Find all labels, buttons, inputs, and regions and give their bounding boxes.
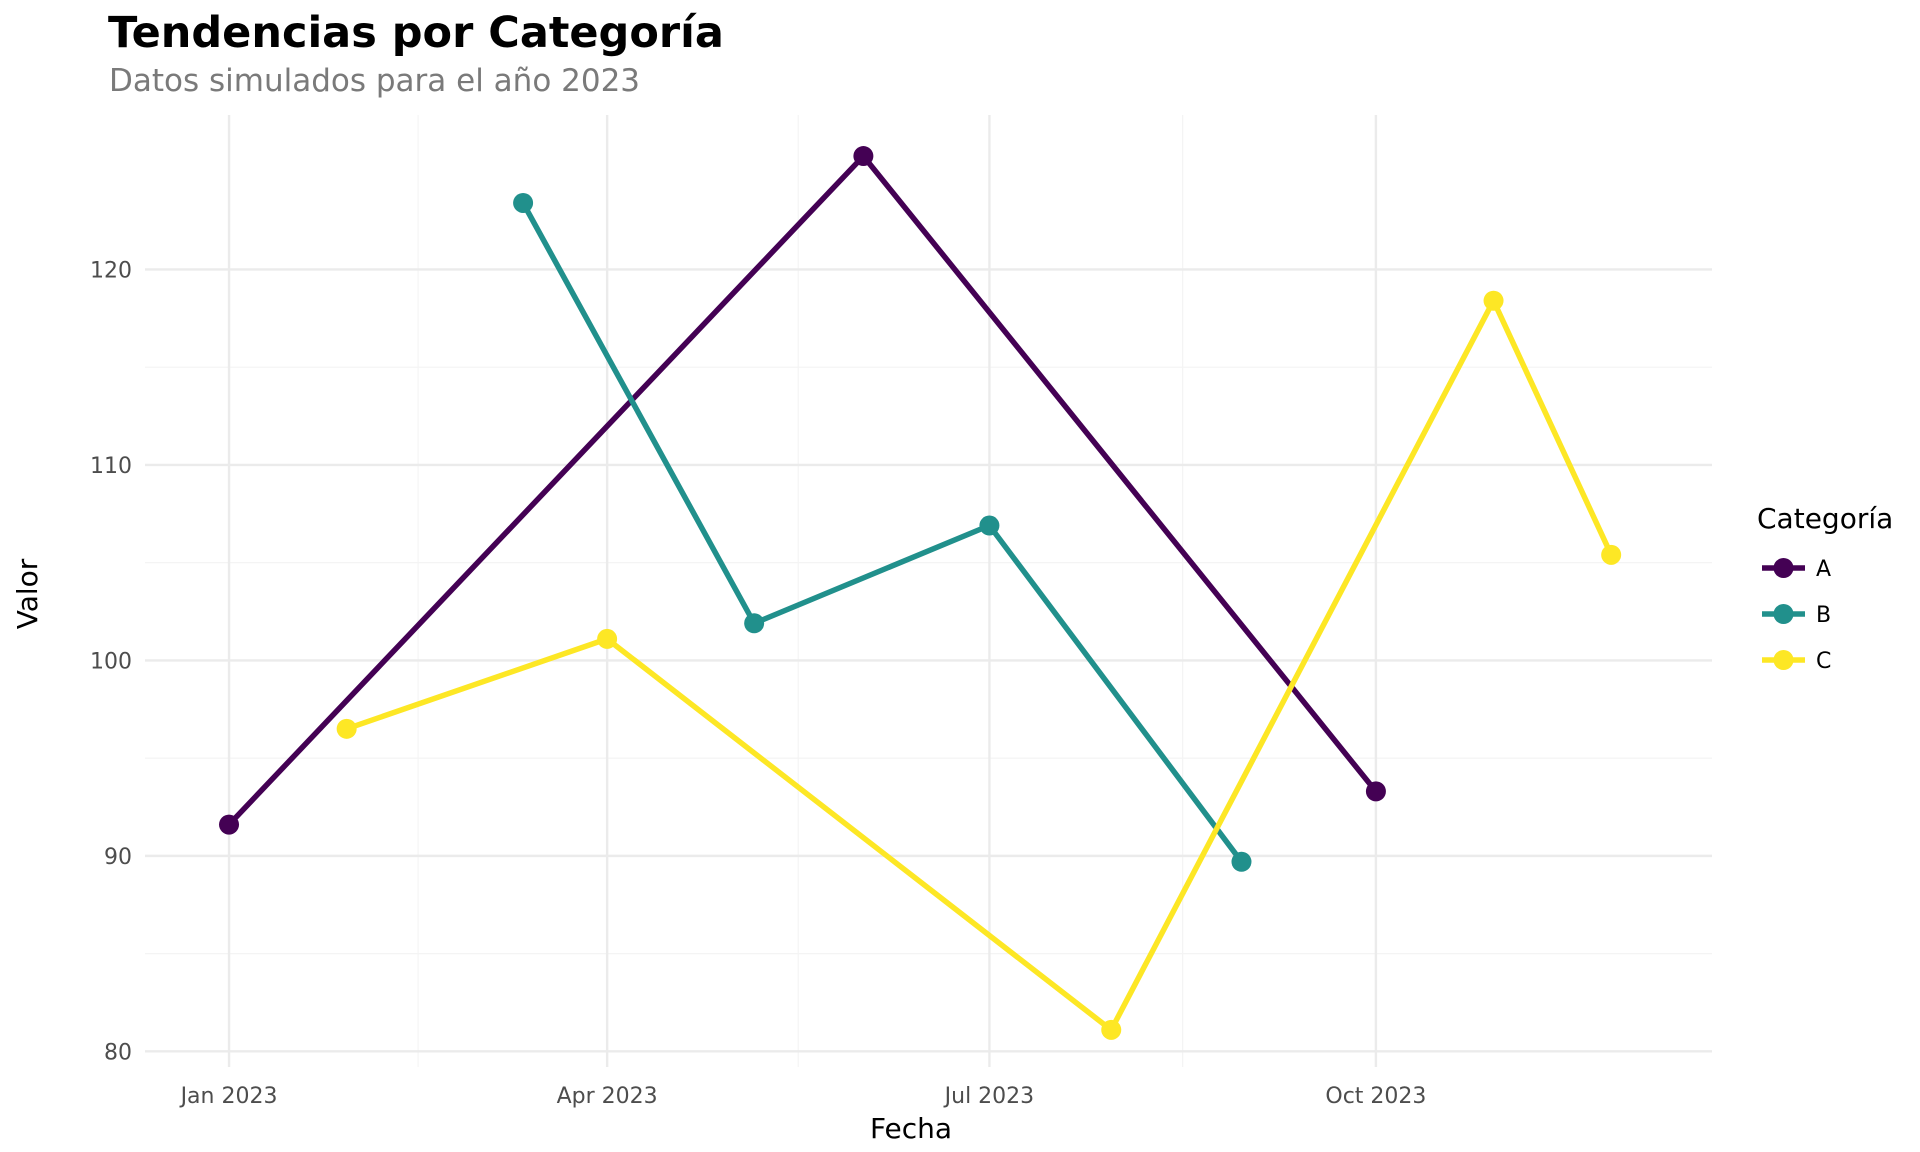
data-point-a bbox=[1365, 781, 1386, 802]
data-point-b bbox=[1231, 851, 1252, 872]
chart-title: Tendencias por Categoría bbox=[108, 8, 724, 58]
data-point-a bbox=[219, 814, 240, 835]
legend-label-b: B bbox=[1816, 603, 1831, 628]
data-point-c bbox=[1601, 544, 1622, 565]
legend-key-point-b bbox=[1773, 604, 1794, 624]
legend-label-c: C bbox=[1816, 649, 1831, 674]
legend-title: Categoría bbox=[1757, 502, 1893, 535]
data-point-b bbox=[513, 192, 534, 213]
grid-layer bbox=[145, 115, 1712, 1067]
axis-labels: 80 90 100 110 120 Jan 2023 Apr 2023 Jul 2023 Oct… bbox=[90, 258, 1426, 1109]
y-tick-label: 100 bbox=[90, 649, 132, 674]
x-tick-label: Jan 2023 bbox=[179, 1084, 278, 1109]
legend-key-point-a bbox=[1773, 558, 1794, 578]
data-point-c bbox=[336, 718, 357, 739]
y-tick-label: 110 bbox=[90, 454, 132, 479]
series-points bbox=[219, 146, 1622, 1040]
y-tick-label: 80 bbox=[104, 1040, 132, 1065]
x-axis-title: Fecha bbox=[870, 1112, 952, 1145]
series-line-c bbox=[345, 297, 1614, 1033]
legend-label-a: A bbox=[1816, 557, 1831, 582]
y-tick-label: 120 bbox=[90, 258, 132, 283]
data-point-b bbox=[744, 613, 765, 634]
series-line-a bbox=[227, 153, 1379, 827]
data-point-b bbox=[979, 515, 1000, 536]
chart-subtitle: Datos simulados para el año 2023 bbox=[109, 63, 641, 99]
y-tick-label: 90 bbox=[104, 845, 132, 870]
x-tick-label: Jul 2023 bbox=[943, 1084, 1035, 1109]
y-axis-title: Valor bbox=[11, 558, 44, 629]
data-point-a bbox=[853, 146, 874, 167]
data-point-c bbox=[1101, 1019, 1122, 1040]
data-point-c bbox=[1483, 290, 1504, 311]
series-line-b bbox=[520, 201, 1244, 864]
legend: Categoría ABC bbox=[1757, 502, 1893, 674]
legend-key-point-c bbox=[1773, 650, 1794, 670]
series-lines bbox=[227, 153, 1614, 1033]
data-point-c bbox=[597, 628, 618, 649]
x-tick-label: Oct 2023 bbox=[1325, 1084, 1426, 1109]
x-tick-label: Apr 2023 bbox=[557, 1084, 658, 1109]
